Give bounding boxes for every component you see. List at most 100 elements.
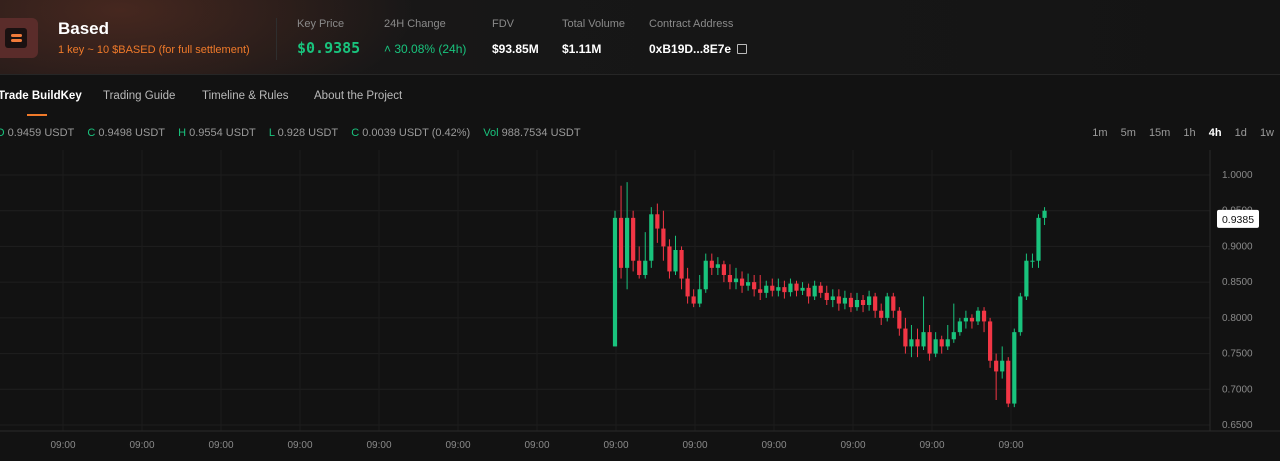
candle-body: [764, 285, 769, 293]
volume-value: $1.11M: [562, 42, 602, 56]
y-tick-label: 0.8500: [1222, 277, 1253, 288]
candle-body: [727, 275, 733, 283]
y-tick-label: 0.8000: [1222, 313, 1253, 324]
candle-body: [643, 260, 648, 275]
candle-body: [939, 339, 944, 347]
candle-body: [794, 283, 799, 291]
candle-body: [969, 317, 975, 322]
candle-body: [975, 310, 981, 322]
candle-body: [981, 310, 987, 322]
candle-body: [897, 310, 902, 329]
tab-about-project[interactable]: About the Project: [314, 90, 403, 102]
candle-body: [915, 339, 920, 347]
candle-body: [715, 264, 720, 268]
candle-body: [933, 339, 938, 354]
tab-trading-guide[interactable]: Trading Guide: [103, 90, 176, 102]
x-tick-label: 09:00: [208, 440, 233, 451]
candle-body: [879, 310, 884, 318]
candle-body: [1024, 260, 1029, 297]
y-tick-label: 0.7500: [1222, 349, 1253, 360]
volume-amount-value: 988.7534 USDT: [501, 127, 581, 139]
candle-body: [788, 283, 793, 293]
interval-1m[interactable]: 1m: [1092, 127, 1108, 139]
candle-body: [739, 278, 745, 286]
contract-address-value: 0xB19D...8E7e: [649, 42, 732, 56]
candle-body: [733, 278, 739, 283]
candle-body: [679, 250, 684, 279]
candle-body: [746, 282, 751, 286]
interval-4h[interactable]: 4h: [1208, 127, 1222, 139]
price-chart[interactable]: 1.00000.95000.90000.85000.80000.75000.70…: [0, 150, 1280, 461]
candle-body: [830, 296, 835, 300]
x-tick-label: 09:00: [682, 440, 707, 451]
candle-body: [1000, 360, 1005, 372]
x-tick-label: 09:00: [998, 440, 1023, 451]
stat-total-volume: Total Volume $1.11M: [562, 18, 625, 56]
candle-body: [854, 300, 860, 308]
copy-icon[interactable]: [737, 44, 748, 54]
candle-body: [1042, 210, 1047, 218]
interval-selector: 1m 5m 15m 1h 4h 1d 1w: [1082, 127, 1274, 139]
interval-1d[interactable]: 1d: [1234, 127, 1247, 139]
candle-body: [721, 264, 726, 275]
candle-body: [782, 287, 787, 293]
x-tick-label: 09:00: [445, 440, 470, 451]
candle-body: [957, 321, 962, 333]
interval-1h[interactable]: 1h: [1183, 127, 1196, 139]
project-subtitle: 1 key ~ 10 $BASED (for full settlement): [58, 44, 250, 56]
candle-body: [903, 328, 908, 347]
x-tick-label: 09:00: [50, 440, 75, 451]
high-value: 0.9554 USDT: [189, 127, 256, 139]
candle-body: [637, 260, 642, 275]
candle-body: [667, 246, 672, 272]
stat-key-price: Key Price $0.9385: [297, 18, 361, 57]
candle-body: [927, 332, 932, 354]
close-label: C: [87, 127, 96, 139]
interval-1w[interactable]: 1w: [1259, 127, 1274, 139]
low-value: 0.928 USDT: [277, 127, 339, 139]
x-tick-label: 09:00: [919, 440, 944, 451]
candle-body: [1030, 260, 1035, 262]
x-tick-label: 09:00: [129, 440, 154, 451]
candle-body: [909, 339, 914, 347]
x-tick-label: 09:00: [603, 440, 628, 451]
y-tick-label: 0.9000: [1222, 241, 1253, 252]
change-value: ˄ 30.08% (24h): [384, 42, 467, 56]
candle-body: [891, 296, 896, 311]
candle-body: [951, 332, 956, 340]
fdv-value: $93.85M: [492, 42, 539, 56]
candle-body: [776, 287, 781, 291]
interval-15m[interactable]: 15m: [1148, 127, 1171, 139]
x-tick-label: 09:00: [761, 440, 786, 451]
candle-body: [752, 282, 757, 290]
ohlc-readout: O 0.9459 USDT C 0.9498 USDT H 0.9554 USD…: [0, 127, 591, 139]
candle-body: [806, 287, 811, 297]
change-amount-value: 0.0039 USDT (0.42%): [362, 127, 471, 139]
candle-body: [963, 317, 968, 322]
candle-body: [921, 332, 926, 347]
tab-timeline-rules[interactable]: Timeline & Rules: [202, 90, 289, 102]
interval-5m[interactable]: 5m: [1120, 127, 1136, 139]
candle-body: [848, 297, 854, 308]
header-divider: [276, 18, 277, 60]
close-value: 0.9498 USDT: [98, 127, 166, 139]
candle-body: [631, 217, 636, 261]
volume-label: Vol: [483, 127, 499, 139]
open-value: 0.9459 USDT: [7, 127, 75, 139]
based-logo-icon: [0, 18, 38, 58]
tab-trade-buildkey[interactable]: Trade BuildKey: [0, 90, 82, 102]
candle-body: [945, 339, 950, 347]
project-title: Based: [58, 19, 110, 38]
candle-body: [1036, 217, 1041, 261]
candle-body: [885, 296, 890, 318]
stat-24h-change: 24H Change ˄ 30.08% (24h): [384, 18, 467, 56]
change-label: C: [351, 127, 360, 139]
candle-body: [988, 321, 993, 361]
candle-body: [625, 217, 630, 268]
candle-body: [758, 289, 763, 293]
candle-body: [824, 292, 829, 300]
x-tick-label: 09:00: [840, 440, 865, 451]
y-tick-label: 1.0000: [1222, 170, 1253, 181]
candle-body: [649, 214, 654, 261]
candle-body: [618, 217, 624, 268]
